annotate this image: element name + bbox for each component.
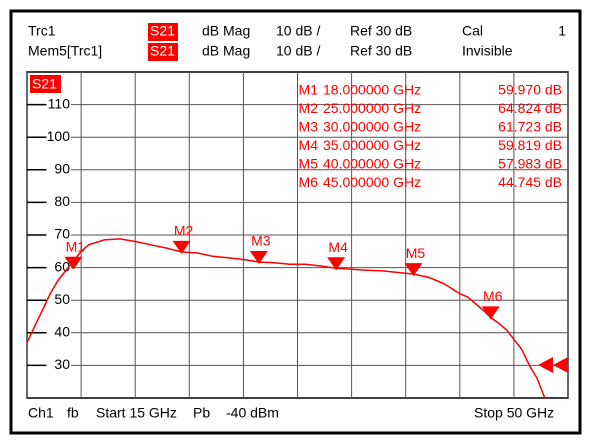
header-text: S21 (150, 23, 175, 39)
marker-label: M1 (66, 238, 86, 254)
marker-freq: 30.000000 GHz (323, 119, 421, 135)
marker-label: M6 (483, 288, 503, 304)
header-text: 10 dB / (276, 43, 320, 59)
y-tick-label: 40 (54, 324, 70, 340)
y-tick-label: 80 (54, 193, 70, 209)
footer-text: fb (67, 405, 79, 421)
marker-value: 44.745 dB (498, 174, 562, 190)
header-text: Mem5[Trc1] (28, 43, 102, 59)
marker-name: M6 (299, 174, 319, 190)
marker-freq: 40.000000 GHz (323, 156, 421, 172)
label-bg (47, 96, 71, 113)
header-text: Cal (462, 23, 483, 39)
marker-name: M3 (299, 119, 319, 135)
label-bg (47, 357, 71, 374)
label-bg (47, 194, 71, 211)
marker (172, 240, 191, 254)
header-text: Ref 30 dB (350, 23, 412, 39)
header-text: S21 (150, 43, 175, 59)
y-tick-label: 90 (54, 161, 70, 177)
marker (404, 263, 423, 277)
label-bg (47, 227, 71, 243)
footer-text: Stop 50 GHz (474, 405, 554, 421)
marker-label: M4 (328, 239, 348, 255)
marker-value: 59.970 dB (498, 82, 562, 98)
marker (64, 256, 83, 270)
trace-badge (148, 43, 178, 61)
marker-value: 57.983 dB (498, 156, 562, 172)
header-text: 1 (558, 23, 566, 39)
marker-value: 61.723 dB (498, 119, 562, 135)
label-bg (47, 324, 71, 341)
header-text: dB Mag (202, 23, 250, 39)
marker (249, 250, 268, 264)
marker-name: M1 (299, 82, 319, 98)
marker-freq: 25.000000 GHz (323, 100, 421, 116)
header-text: Invisible (462, 43, 513, 59)
marker-name: M2 (299, 100, 319, 116)
trace-badge (30, 75, 61, 93)
marker-name: M5 (299, 156, 319, 172)
marker-freq: 45.000000 GHz (323, 174, 421, 190)
footer-text: Ch1 (28, 405, 54, 421)
marker-freq: 18.000000 GHz (323, 82, 421, 98)
label-bg (47, 129, 71, 146)
marker-value: 59.819 dB (498, 137, 562, 153)
footer-text: Start 15 GHz (96, 405, 177, 421)
footer-text: -40 dBm (226, 405, 279, 421)
y-tick-label: 30 (54, 356, 70, 372)
marker-value: 64.824 dB (498, 100, 562, 116)
header-text: dB Mag (202, 43, 250, 59)
y-tick-label: 70 (54, 226, 70, 242)
marker-label: M3 (251, 233, 271, 249)
trace-label: S21 (32, 76, 57, 92)
y-tick-label: 100 (47, 128, 71, 144)
label-bg (47, 292, 71, 309)
y-tick-label: 50 (54, 291, 70, 307)
marker-label: M2 (174, 223, 194, 239)
marker-label: M5 (406, 245, 426, 261)
marker-freq: 35.000000 GHz (323, 137, 421, 153)
header-text: Ref 30 dB (350, 43, 412, 59)
trace-badge (148, 23, 178, 41)
label-bg (47, 161, 71, 178)
marker-name: M4 (299, 137, 319, 153)
header-text: 10 dB / (276, 23, 320, 39)
marker (327, 257, 346, 271)
footer-text: Pb (193, 405, 210, 421)
marker (481, 306, 500, 320)
header-text: Trc1 (28, 23, 56, 39)
y-tick-label: 110 (48, 95, 71, 111)
